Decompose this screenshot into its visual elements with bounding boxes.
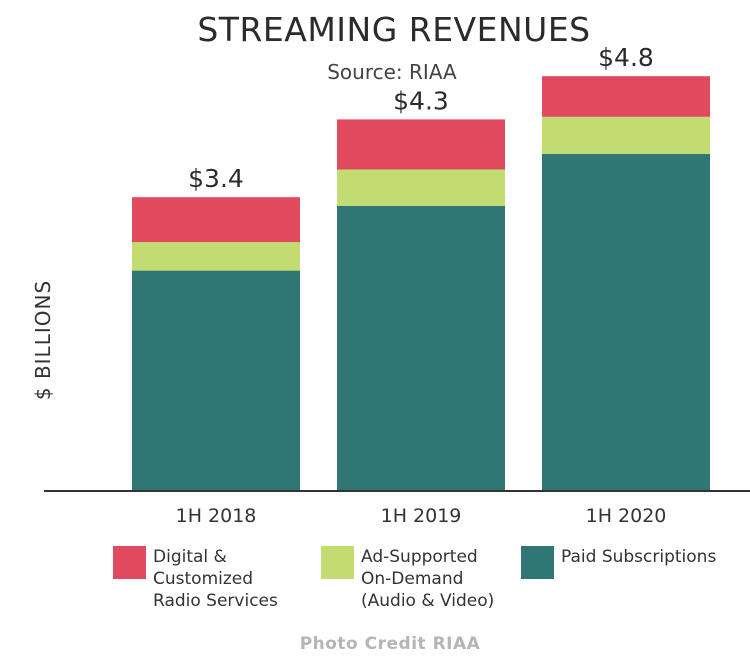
bar-1h-2018-ad-supported-on-demand-audio-video bbox=[132, 242, 300, 271]
x-tick-1h-2019: 1H 2019 bbox=[381, 505, 462, 527]
total-label-1h-2020: $4.8 bbox=[598, 43, 654, 72]
chart-subtitle: Source: RIAA bbox=[327, 60, 457, 84]
total-label-1h-2019: $4.3 bbox=[393, 86, 449, 115]
bar-1h-2019-ad-supported-on-demand-audio-video bbox=[337, 169, 505, 206]
chart-title: STREAMING REVENUES bbox=[197, 10, 590, 49]
bar-1h-2020-paid-subscriptions bbox=[542, 154, 710, 491]
legend-label-ad-supported-on-demand-audio-video-line-3: (Audio & Video) bbox=[361, 591, 494, 611]
photo-credit: Photo Credit RIAA bbox=[300, 634, 481, 654]
legend-label-digital-customized-radio-services-line-1: Digital & bbox=[153, 547, 227, 567]
bars-group: $3.4 $4.3 $4.8 bbox=[132, 43, 710, 492]
legend-swatch-digital-customized-radio-services bbox=[113, 546, 146, 579]
bar-1h-2020-digital-customized-radio-services bbox=[542, 76, 710, 117]
legend-swatch-ad-supported-on-demand-audio-video bbox=[321, 546, 354, 579]
x-tick-1h-2018: 1H 2018 bbox=[176, 505, 257, 527]
y-axis-label: $ BILLIONS bbox=[31, 280, 55, 400]
bar-1h-2018-paid-subscriptions bbox=[132, 270, 300, 491]
bar-1h-2019-paid-subscriptions bbox=[337, 205, 505, 492]
bar-1h-2019-digital-customized-radio-services bbox=[337, 119, 505, 170]
bar-1h-2020-ad-supported-on-demand-audio-video bbox=[542, 116, 710, 154]
legend-label-ad-supported-on-demand-audio-video-line-2: On-Demand bbox=[361, 569, 463, 589]
x-tick-labels: 1H 2018 1H 2019 1H 2020 bbox=[176, 505, 667, 527]
legend-label-digital-customized-radio-services-line-3: Radio Services bbox=[153, 591, 278, 611]
legend-swatch-paid-subscriptions bbox=[521, 546, 554, 579]
legend-label-paid-subscriptions-line-1: Paid Subscriptions bbox=[561, 547, 716, 567]
legend-label-digital-customized-radio-services-line-2: Customized bbox=[153, 569, 253, 589]
total-label-1h-2018: $3.4 bbox=[188, 164, 244, 193]
legend-label-ad-supported-on-demand-audio-video-line-1: Ad-Supported bbox=[361, 547, 478, 567]
x-tick-1h-2020: 1H 2020 bbox=[586, 505, 667, 527]
bar-1h-2018-digital-customized-radio-services bbox=[132, 197, 300, 243]
